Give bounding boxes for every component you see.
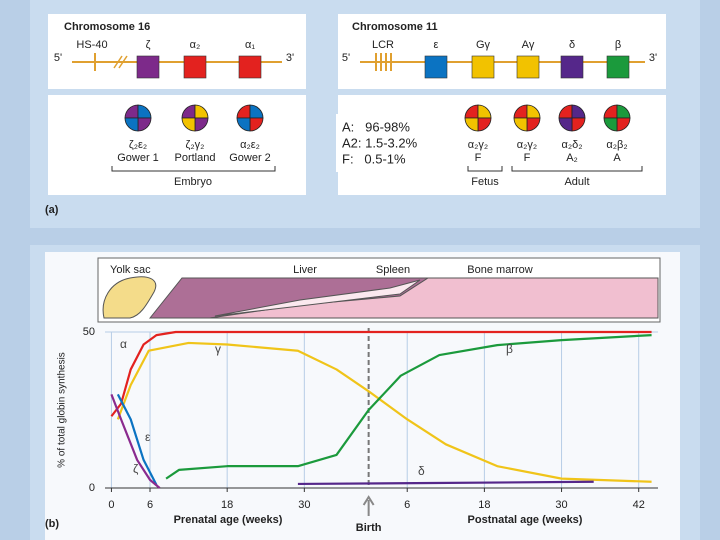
series-label: γ [215, 342, 221, 356]
gene-label: Gγ [476, 39, 491, 51]
chain-label: α₂ε₂ [240, 139, 260, 151]
series-line [297, 480, 594, 486]
subunit [513, 117, 528, 132]
series-line [110, 394, 161, 489]
gene-label: α₁ [245, 39, 255, 51]
gene [424, 55, 448, 79]
hemoglobin-name: Gower 1 [117, 152, 159, 164]
x-tick-label: 42 [633, 499, 645, 511]
hemoglobin-name: F [475, 152, 482, 164]
event-arrow [362, 495, 375, 516]
x-tick-label: 30 [555, 499, 567, 511]
series-label: α [120, 337, 127, 351]
note-box [336, 114, 436, 172]
end-label: 5' [342, 52, 350, 64]
gene [183, 55, 207, 79]
x-tick-label: 30 [298, 499, 310, 511]
subunit [558, 117, 573, 132]
end-label: 5' [54, 52, 62, 64]
gene-label: δ [569, 39, 575, 51]
series-line [116, 341, 652, 483]
event-label: Birth [356, 522, 382, 534]
stage-label: Fetus [471, 176, 499, 188]
gene-label: β [615, 39, 621, 51]
hemoglobin-name: F [524, 152, 531, 164]
control-label: LCR [372, 39, 394, 51]
gene [606, 55, 630, 79]
note-line: A: 96-98% [342, 119, 410, 134]
stage-label: Embryo [174, 176, 212, 188]
x-tick-label: 18 [478, 499, 490, 511]
series-label: β [506, 342, 513, 356]
series-line [110, 330, 652, 417]
gene-label: ε [434, 39, 439, 51]
series-label: δ [418, 464, 425, 478]
gene [136, 55, 160, 79]
tissue-label: Yolk sac [110, 264, 151, 276]
subunit [181, 117, 196, 132]
bracket [467, 166, 503, 172]
series-label: ζ [133, 462, 139, 476]
hemoglobin-name: A [613, 152, 621, 164]
chain-label: ζ₂γ₂ [186, 139, 205, 151]
series-label: ε [145, 430, 151, 444]
chromosome-title: Chromosome 16 [64, 21, 150, 33]
series-line [116, 393, 158, 486]
gene-label: α₂ [190, 39, 201, 51]
chain-label: α₂δ₂ [561, 139, 582, 151]
tissue-label: Spleen [376, 264, 410, 276]
subunit [464, 117, 479, 132]
tissue-label: Bone marrow [467, 264, 532, 276]
yolk-sac [102, 276, 157, 319]
panel-label: (a) [45, 204, 59, 216]
series-line [165, 334, 652, 480]
bracket [111, 166, 276, 172]
break-mark [113, 55, 123, 69]
y-tick-label: 50 [83, 326, 95, 338]
hemoglobin-name: Gower 2 [229, 152, 271, 164]
gene [238, 55, 262, 79]
note-line: F: 0.5-1% [342, 151, 406, 166]
chain-label: α₂β₂ [606, 139, 627, 151]
x-tick-label: 6 [404, 499, 410, 511]
hemoglobin-name: A₂ [566, 152, 578, 164]
x-axis-label: Postnatal age (weeks) [468, 514, 583, 526]
chain-label: ζ₂ε₂ [129, 139, 147, 151]
control-label: HS-40 [76, 39, 107, 51]
gene [560, 55, 584, 79]
chain-label: α₂γ₂ [517, 139, 537, 151]
x-tick-label: 6 [147, 499, 153, 511]
subunit [124, 117, 139, 132]
subunit [236, 117, 251, 132]
gene [471, 55, 495, 79]
x-tick-label: 18 [221, 499, 233, 511]
x-tick-label: 0 [108, 499, 114, 511]
chr16-box [48, 14, 306, 89]
chain-label: α₂γ₂ [468, 139, 488, 151]
hemoglobin-name: Portland [175, 152, 216, 164]
panel-label: (b) [45, 518, 59, 530]
chromosome-title: Chromosome 11 [352, 21, 438, 33]
subunit [603, 117, 618, 132]
y-tick-label: 0 [89, 482, 95, 494]
end-label: 3' [286, 52, 294, 64]
bracket [511, 166, 643, 172]
break-mark [118, 55, 128, 69]
end-label: 3' [649, 52, 657, 64]
gene [516, 55, 540, 79]
x-axis-label: Prenatal age (weeks) [174, 514, 283, 526]
stage-label: Adult [564, 176, 589, 188]
gene-label: ζ [146, 39, 151, 51]
y-axis-label: % of total globin synthesis [57, 352, 68, 468]
gene-label: Aγ [522, 39, 535, 51]
hb16-box [48, 95, 306, 195]
spleen [214, 279, 421, 317]
tissue-label: Liver [293, 264, 317, 276]
note-line: A2: 1.5-3.2% [342, 135, 418, 150]
